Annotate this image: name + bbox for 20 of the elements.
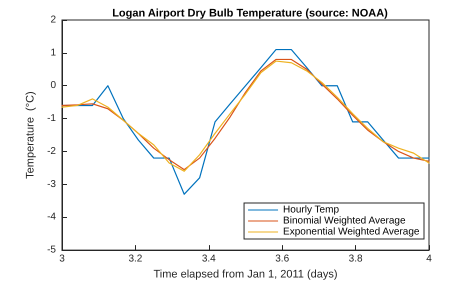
- y-tick-label: 1: [50, 47, 56, 58]
- y-tick-label: 2: [50, 14, 56, 26]
- legend-label: Exponential Weighted Average: [283, 226, 420, 238]
- x-tick-label: 4: [426, 254, 432, 265]
- x-tick-label: 3: [59, 254, 66, 265]
- y-tick-label: -3: [47, 178, 56, 190]
- x-tick-label: 3.8: [348, 254, 363, 265]
- y-tick-label: -4: [47, 212, 56, 223]
- y-tick-label: 0: [50, 80, 56, 92]
- legend-label: Hourly Temp: [283, 204, 340, 216]
- y-tick-label: -2: [47, 146, 56, 157]
- y-axis-title: Temperature (°C): [24, 91, 37, 179]
- y-tick-label: -1: [47, 113, 56, 124]
- y-tick-label: -5: [47, 244, 56, 256]
- x-tick-label: 3.4: [202, 254, 216, 265]
- chart-title: Logan Airport Dry Bulb Temperature (source: NOAA): [112, 8, 388, 20]
- x-tick-label: 3.6: [275, 254, 290, 265]
- x-axis-title: Time elapsed from Jan 1, 2011 (days): [153, 268, 338, 280]
- legend-label: Binomial Weighted Average: [283, 216, 406, 226]
- x-tick-label: 3.2: [128, 254, 143, 265]
